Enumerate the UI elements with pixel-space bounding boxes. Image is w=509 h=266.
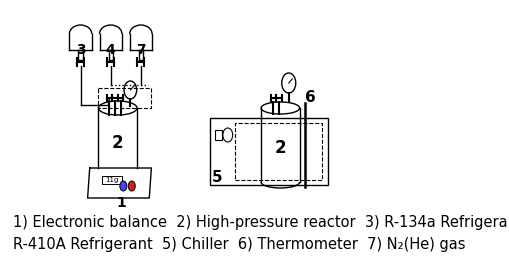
Text: 2: 2: [274, 139, 286, 157]
Text: 6: 6: [305, 90, 316, 106]
Bar: [235, 123, 322, 180]
Text: 4: 4: [106, 43, 116, 57]
Text: 3: 3: [76, 43, 85, 57]
Text: R-410A Refrigerant  5) Chiller  6) Thermometer  7) N₂(He) gas: R-410A Refrigerant 5) Chiller 6) Thermom…: [13, 238, 464, 252]
Text: 2: 2: [111, 134, 123, 152]
Circle shape: [120, 181, 127, 191]
Circle shape: [128, 181, 135, 191]
Circle shape: [281, 73, 295, 93]
Bar: [102, 176, 122, 184]
Text: 1: 1: [116, 196, 126, 210]
Circle shape: [222, 128, 232, 142]
Text: 5: 5: [212, 169, 222, 185]
Bar: [210, 118, 327, 185]
Circle shape: [124, 81, 136, 99]
Polygon shape: [88, 168, 151, 198]
Text: 11g: 11g: [105, 177, 119, 183]
Bar: [215, 130, 222, 140]
Text: 1) Electronic balance  2) High-pressure reactor  3) R-134a Refrigerant  4): 1) Electronic balance 2) High-pressure r…: [13, 214, 509, 230]
Text: 7: 7: [136, 43, 146, 57]
